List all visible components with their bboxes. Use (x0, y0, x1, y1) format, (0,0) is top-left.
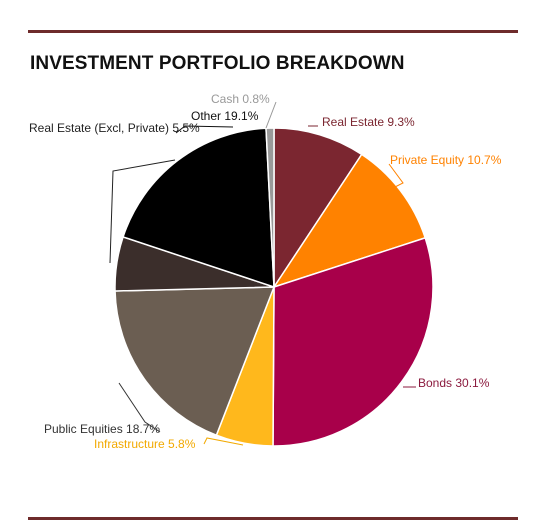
slice-label: Private Equity 10.7% (390, 153, 502, 167)
leader-line (388, 163, 404, 190)
leader-line (203, 437, 244, 446)
pie-slice-bonds (272, 236, 434, 447)
pie-slice-private-equity (272, 153, 427, 289)
slice-label: Public Equities 18.7% (44, 422, 160, 436)
pie-slice-cash (265, 127, 275, 288)
leader-line (175, 125, 234, 134)
slice-label: Real Estate (Excl, Private) 5.5% (29, 121, 200, 135)
leader-line (118, 382, 161, 433)
leader-line (265, 101, 277, 129)
pie-slice-public-equities (114, 286, 276, 437)
slice-label: Real Estate 9.3% (322, 115, 415, 129)
leader-line (109, 159, 176, 264)
pie-slice-other (122, 127, 275, 289)
top-rule (28, 30, 518, 33)
slice-label: Cash 0.8% (211, 92, 270, 106)
slice-label: Bonds 30.1% (418, 376, 490, 390)
slice-label: Other 19.1% (191, 109, 259, 123)
slice-label: Infrastructure 5.8% (94, 437, 196, 451)
chart-title: INVESTMENT PORTFOLIO BREAKDOWN (30, 53, 405, 74)
pie-slice-real-estate (273, 127, 363, 290)
bottom-rule (28, 517, 518, 520)
